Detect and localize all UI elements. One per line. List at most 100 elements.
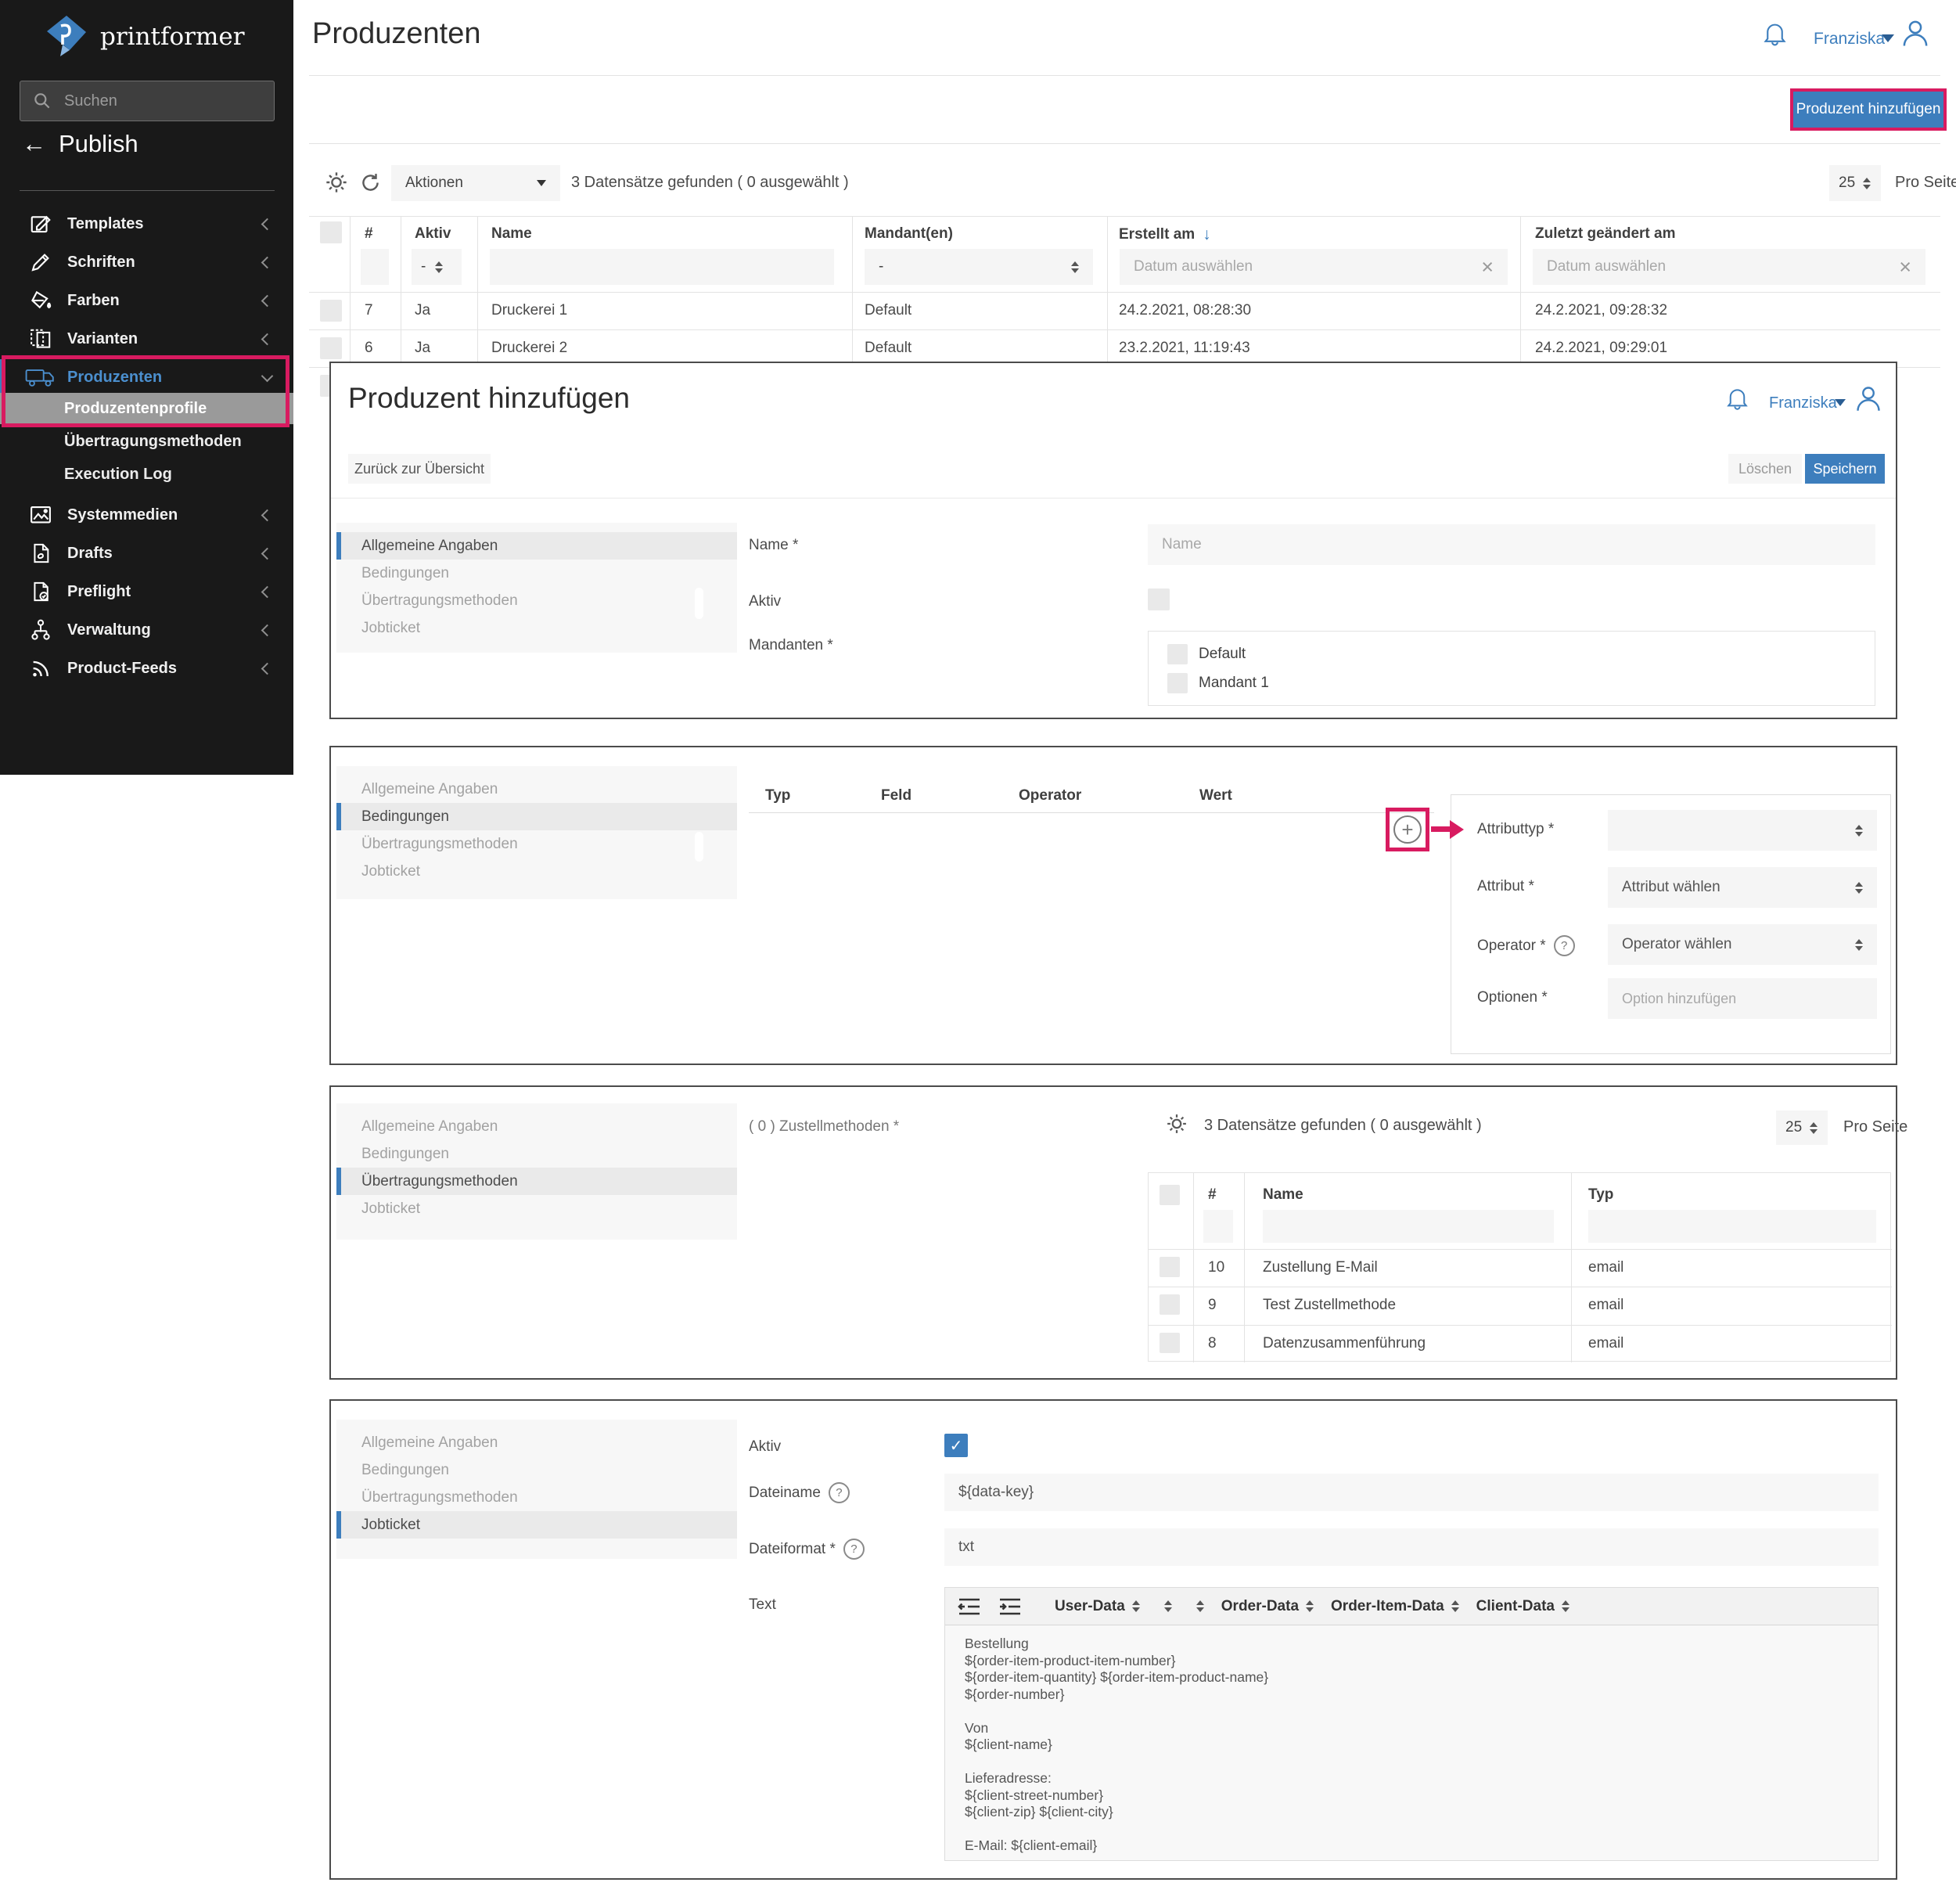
mandant-option[interactable]: Default	[1167, 644, 1246, 664]
sidebar-item-varianten[interactable]: Varianten	[0, 321, 293, 357]
sidebar-item-product-feeds[interactable]: Product-Feeds	[0, 650, 293, 686]
sidebar-item-systemmedien[interactable]: Systemmedien	[0, 497, 293, 533]
back-to-publish[interactable]: ← Publish	[22, 130, 138, 158]
row-checkbox[interactable]	[1160, 1333, 1180, 1353]
cell-name[interactable]: Druckerei 2	[491, 340, 568, 356]
attributtyp-select[interactable]	[1608, 810, 1877, 851]
dialog-nav-jobticket[interactable]: Jobticket	[361, 619, 420, 636]
help-icon[interactable]: ?	[1553, 935, 1575, 956]
dialog-nav-jobticket[interactable]: Jobticket	[336, 1511, 737, 1539]
attribut-select[interactable]: Attribut wählen	[1608, 867, 1877, 908]
sidebar-item-farben[interactable]: Farben	[0, 283, 293, 319]
order-item-data-dropdown[interactable]: Order-Item-Data	[1331, 1598, 1459, 1615]
dialog-nav-uebertragungsmethoden[interactable]: Übertragungsmethoden	[336, 1168, 737, 1195]
sidebar-item-templates[interactable]: Templates	[0, 206, 293, 242]
dialog-nav-uebertragungsmethoden[interactable]: Übertragungsmethoden	[361, 592, 518, 609]
dialog-nav-uebertragungsmethoden[interactable]: Übertragungsmethoden	[361, 835, 518, 852]
placeholder-dropdown[interactable]	[1189, 1600, 1204, 1612]
help-icon[interactable]: ?	[828, 1482, 850, 1503]
aktiv-filter-select[interactable]: -	[412, 249, 462, 285]
sidebar-item-preflight[interactable]: Preflight	[0, 574, 293, 610]
notifications-button[interactable]	[1760, 21, 1789, 50]
col-header-aktiv[interactable]: Aktiv	[415, 225, 451, 242]
geaendert-date-filter[interactable]: Datum auswählen ×	[1533, 249, 1925, 285]
caret-down-icon[interactable]	[1835, 399, 1846, 406]
cell-name[interactable]: Druckerei 1	[491, 302, 568, 319]
dialog-nav-uebertragungsmethoden[interactable]: Übertragungsmethoden	[361, 1488, 518, 1506]
dateiformat-input[interactable]: txt	[944, 1528, 1879, 1566]
row-checkbox[interactable]	[1160, 1294, 1180, 1315]
optionen-input[interactable]: Option hinzufügen	[1608, 978, 1877, 1019]
dialog-nav-jobticket[interactable]: Jobticket	[361, 1200, 420, 1217]
operator-select[interactable]: Operator wählen	[1608, 924, 1877, 965]
id-filter[interactable]	[1203, 1210, 1233, 1243]
dateiname-input[interactable]: ${data-key}	[944, 1474, 1879, 1511]
outdent-icon[interactable]	[958, 1596, 981, 1617]
col-header-erstellt[interactable]: Erstellt am ↓	[1119, 225, 1211, 243]
clear-icon[interactable]: ×	[1481, 254, 1494, 279]
user-data-dropdown[interactable]: User-Data	[1055, 1598, 1140, 1615]
aktiv-checkbox[interactable]	[1148, 588, 1170, 610]
dialog-nav-allgemeine-angaben[interactable]: Allgemeine Angaben	[336, 532, 737, 560]
back-to-overview-button[interactable]: Zurück zur Übersicht	[348, 454, 491, 484]
erstellt-date-filter[interactable]: Datum auswählen ×	[1120, 249, 1508, 285]
mandant-filter-select[interactable]: -	[865, 249, 1093, 285]
user-name[interactable]: Franziska	[1769, 394, 1837, 412]
sidebar-item-verwaltung[interactable]: Verwaltung	[0, 612, 293, 648]
typ-filter-input[interactable]	[1588, 1210, 1876, 1243]
name-filter-input[interactable]	[490, 249, 834, 285]
jobticket-text-content[interactable]: Bestellung ${order-item-product-item-num…	[945, 1625, 1878, 1860]
sidebar-item-produzentenprofile[interactable]: Produzentenprofile	[0, 393, 293, 424]
dialog-nav-bedingungen[interactable]: Bedingungen	[361, 564, 449, 581]
dialog-nav-jobticket[interactable]: Jobticket	[361, 862, 420, 880]
sidebar-item-execution-log[interactable]: Execution Log	[64, 465, 172, 483]
delete-button[interactable]: Löschen	[1728, 454, 1802, 484]
col-header-mandant[interactable]: Mandant(en)	[865, 225, 953, 242]
row-checkbox[interactable]	[1160, 1257, 1180, 1277]
row-checkbox[interactable]	[320, 337, 342, 359]
help-icon[interactable]: ?	[843, 1539, 865, 1560]
col-header-geaendert[interactable]: Zuletzt geändert am	[1535, 225, 1676, 242]
user-avatar[interactable]	[1852, 382, 1885, 415]
checkbox[interactable]	[1167, 644, 1188, 664]
name-input[interactable]: Name	[1148, 524, 1875, 565]
id-filter[interactable]	[361, 249, 389, 285]
aktiv-checkbox-checked[interactable]: ✓	[944, 1434, 968, 1457]
add-condition-button[interactable]: +	[1393, 815, 1422, 844]
app-logo[interactable]: printformer	[45, 14, 245, 59]
caret-down-icon[interactable]	[1882, 34, 1894, 42]
user-avatar[interactable]	[1898, 16, 1933, 50]
select-all-checkbox[interactable]	[1160, 1185, 1180, 1205]
save-button[interactable]: Speichern	[1805, 454, 1885, 484]
actions-dropdown[interactable]: Aktionen	[391, 165, 560, 201]
select-all-checkbox[interactable]	[320, 221, 342, 243]
sidebar-item-drafts[interactable]: Drafts	[0, 535, 293, 571]
page-size-select[interactable]: 25	[1829, 165, 1881, 201]
nav-scrollbar[interactable]	[695, 588, 703, 619]
checkbox[interactable]	[1167, 673, 1188, 693]
dialog-nav-bedingungen[interactable]: Bedingungen	[361, 1461, 449, 1478]
dialog-nav-allgemeine-angaben[interactable]: Allgemeine Angaben	[361, 1118, 498, 1135]
sidebar-item-schriften[interactable]: Schriften	[0, 244, 293, 280]
sidebar-item-produzenten[interactable]: Produzenten	[0, 359, 293, 395]
sidebar-item-uebertragungsmethoden[interactable]: Übertragungsmethoden	[64, 432, 242, 450]
mandant-option[interactable]: Mandant 1	[1167, 673, 1269, 693]
refresh-button[interactable]	[359, 171, 382, 194]
row-checkbox[interactable]	[320, 300, 342, 322]
name-filter-input[interactable]	[1263, 1210, 1554, 1243]
dialog-nav-allgemeine-angaben[interactable]: Allgemeine Angaben	[361, 1434, 498, 1451]
dialog-nav-bedingungen[interactable]: Bedingungen	[361, 1145, 449, 1162]
indent-icon[interactable]	[998, 1596, 1022, 1617]
user-menu[interactable]: Franziska	[1814, 30, 1885, 49]
col-header-id[interactable]: #	[365, 225, 373, 242]
order-data-dropdown[interactable]: Order-Data	[1221, 1598, 1314, 1615]
col-header-name[interactable]: Name	[491, 225, 532, 242]
placeholder-dropdown[interactable]	[1157, 1600, 1172, 1612]
dialog-nav-allgemeine-angaben[interactable]: Allgemeine Angaben	[361, 780, 498, 797]
sidebar-search-input[interactable]: Suchen	[20, 81, 275, 121]
table-settings-button[interactable]	[1165, 1112, 1188, 1136]
clear-icon[interactable]: ×	[1899, 254, 1911, 279]
table-settings-button[interactable]	[324, 170, 349, 195]
nav-scrollbar[interactable]	[695, 832, 703, 862]
cell-name[interactable]: Zustellung E-Mail	[1263, 1259, 1378, 1276]
